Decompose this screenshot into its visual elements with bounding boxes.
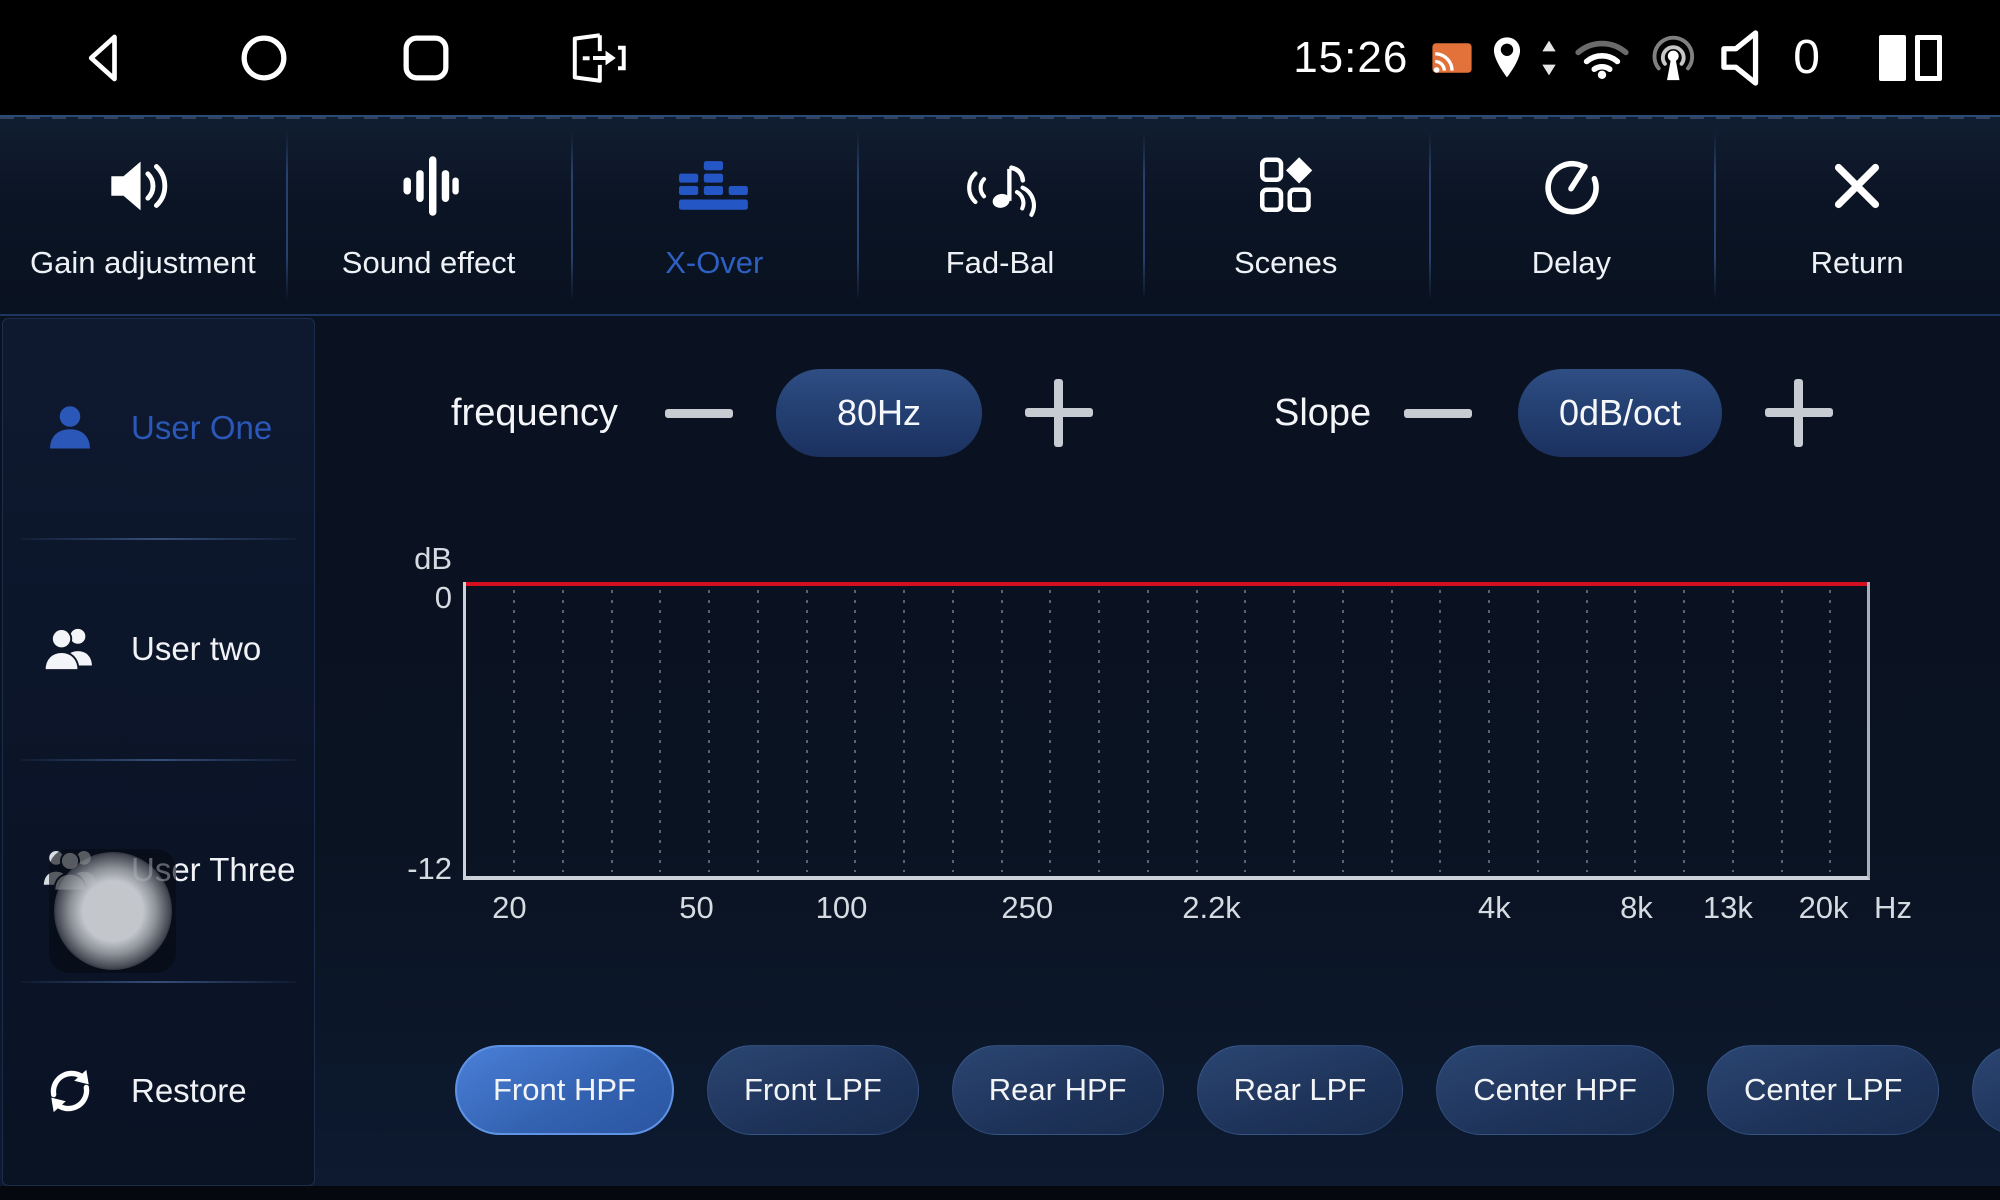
sidebar-item-label: Restore [131, 1072, 247, 1109]
x-axis-tick-labels: Hz 20 50 100 250 2.2k 4k 8k 13k 20k [0, 890, 2000, 930]
timer-icon [1539, 143, 1603, 229]
x-tick-4k: 4k [1477, 890, 1511, 925]
slope-label: Slope [1274, 392, 1372, 434]
tab-label: Fad-Bal [945, 245, 1055, 280]
restore-icon [41, 1062, 99, 1120]
frequency-increase-button[interactable] [1025, 379, 1093, 447]
app-exit-button[interactable] [560, 30, 626, 86]
response-curve-0db [466, 582, 1867, 586]
y-tick-0: 0 [434, 580, 452, 615]
x-tick-50: 50 [679, 890, 714, 925]
slope-increase-button[interactable] [1765, 379, 1833, 447]
data-updown-icon [1541, 38, 1557, 78]
app-exit-icon [560, 30, 626, 86]
speaker-tab-rear-hpf[interactable]: Rear HPF [951, 1045, 1164, 1135]
equalizer-bars-icon [679, 143, 749, 229]
x-axis-unit-label: Hz [1874, 890, 1912, 925]
sidebar-item-user-two[interactable]: User two [3, 589, 314, 709]
android-nav-buttons [78, 30, 626, 86]
back-button[interactable] [78, 30, 130, 86]
music-note-waves-icon [962, 143, 1038, 229]
tab-label: Sound effect [341, 245, 516, 280]
x-tick-2.2k: 2.2k [1182, 890, 1241, 925]
x-tick-100: 100 [815, 890, 868, 925]
scenes-grid-icon [1256, 143, 1316, 229]
x-tick-8k: 8k [1620, 890, 1653, 925]
tab-scenes[interactable]: Scenes [1142, 117, 1429, 314]
sidebar-item-restore[interactable]: Restore [3, 1031, 314, 1151]
sidebar-item-label: User One [131, 409, 273, 446]
user-sidebar: User One User two [2, 318, 315, 1186]
recents-button[interactable] [398, 30, 454, 86]
home-icon [236, 30, 292, 86]
tab-label: X-Over [665, 245, 764, 280]
speaker-tab-center-lpf[interactable]: Center LPF [1706, 1045, 1940, 1135]
home-button[interactable] [236, 30, 292, 86]
tab-label: Gain adjustment [29, 245, 256, 280]
speaker-icon [104, 143, 182, 229]
speaker-tab-front-hpf[interactable]: Front HPF [455, 1045, 674, 1135]
tab-fad-bal[interactable]: Fad-Bal [857, 117, 1143, 314]
location-icon [1490, 36, 1524, 80]
recents-icon [398, 30, 454, 86]
tab-return[interactable]: Return [1714, 117, 2000, 314]
sidebar-divider [21, 981, 296, 983]
tab-gain-adjustment[interactable]: Gain adjustment [0, 117, 286, 314]
user-two-icon [41, 620, 99, 678]
bottom-edge-strip [0, 1186, 2000, 1200]
x-tick-20k: 20k [1798, 890, 1849, 925]
frequency-label: frequency [451, 392, 618, 434]
user-one-icon [41, 399, 99, 457]
frequency-value[interactable]: 80Hz [776, 369, 982, 457]
tab-delay[interactable]: Delay [1428, 117, 1715, 314]
tab-sound-effect[interactable]: Sound effect [285, 117, 572, 314]
tab-bar: Gain adjustment Sound effect X-O [0, 115, 2000, 316]
minus-icon [1404, 408, 1472, 418]
speaker-tab-front-lpf[interactable]: Front LPF [706, 1045, 919, 1135]
tab-label: Return [1810, 245, 1904, 280]
tab-label: Delay [1531, 245, 1612, 280]
speaker-tab-subwoofer[interactable]: Subwoofer.. [1972, 1045, 2000, 1135]
back-icon [78, 30, 130, 86]
volume-icon [1716, 29, 1774, 87]
speaker-tab-center-hpf[interactable]: Center HPF [1436, 1045, 1674, 1135]
sidebar-item-user-one[interactable]: User One [3, 368, 314, 488]
hotspot-icon [1647, 32, 1699, 84]
sidebar-divider [21, 538, 296, 540]
status-indicators: 15:26 [1293, 29, 1942, 87]
slope-value[interactable]: 0dB/oct [1518, 369, 1722, 457]
sidebar-divider [21, 759, 296, 761]
press-ripple-effect [49, 849, 176, 973]
clock: 15:26 [1293, 32, 1409, 82]
x-tick-250: 250 [1001, 890, 1054, 925]
tab-label: Scenes [1234, 245, 1338, 280]
close-x-icon [1828, 143, 1886, 229]
sidebar-item-label: User two [131, 630, 262, 667]
y-tick-minus12: -12 [407, 851, 452, 886]
tab-x-over[interactable]: X-Over [571, 117, 857, 314]
status-bar: 15:26 [0, 0, 2000, 115]
crossover-response-chart [463, 582, 1870, 880]
waveform-bars-icon [399, 143, 459, 229]
x-tick-20: 20 [492, 890, 527, 925]
x-tick-13k: 13k [1702, 890, 1753, 925]
slope-decrease-button[interactable] [1404, 380, 1472, 446]
cast-icon [1431, 41, 1473, 75]
speaker-channel-tabs: Front HPF Front LPF Rear HPF Rear LPF Ce… [455, 1045, 2000, 1135]
frequency-decrease-button[interactable] [665, 380, 733, 446]
minus-icon [665, 408, 733, 418]
wifi-icon [1574, 37, 1630, 79]
speaker-tab-rear-lpf[interactable]: Rear LPF [1196, 1045, 1404, 1135]
split-screen-icon [1879, 34, 1942, 81]
y-axis-unit-label: dB [414, 541, 452, 576]
volume-level: 0 [1793, 31, 1820, 84]
